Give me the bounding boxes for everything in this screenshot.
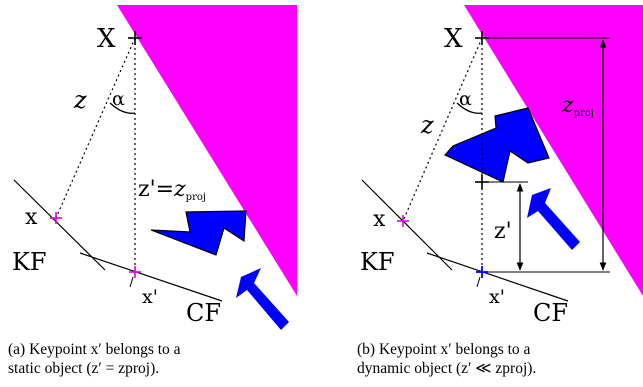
- keyframe-plane-a: [13, 179, 106, 271]
- static-object-a: [150, 210, 247, 256]
- label-x-a: x: [25, 205, 38, 230]
- object-point-marker-b: [475, 175, 489, 189]
- label-alpha-a: α: [112, 88, 125, 110]
- wall-a: [117, 5, 297, 296]
- label-zprime-equals-zproj-a: z'=zproj: [138, 177, 206, 203]
- motion-arrow-b: [527, 188, 580, 250]
- label-KF-a: KF: [12, 248, 47, 276]
- keypoint-xprime-marker-a: [129, 266, 141, 278]
- label-KF-b: KF: [360, 248, 395, 276]
- label-alpha-b: α: [459, 88, 472, 110]
- caption-a-line1: (a) Keypoint x′ belongs to a: [8, 341, 181, 358]
- label-xprime-b: x': [489, 286, 505, 308]
- xprime-tick-a: [129, 276, 134, 288]
- label-X-b: X: [444, 24, 463, 54]
- label-z-a: z: [73, 86, 87, 114]
- point-X-marker-a: [128, 31, 142, 45]
- caption-b-line1: (b) Keypoint x′ belongs to a: [357, 341, 531, 358]
- caption-a-line2: static object (z′ = zproj).: [8, 360, 160, 377]
- label-zprime-b: z': [494, 219, 512, 244]
- label-x-b: x: [373, 207, 386, 232]
- keypoint-x-marker-b: [397, 215, 409, 227]
- wall-b: [464, 5, 643, 296]
- current-frame-plane-b: [426, 252, 569, 302]
- keypoint-xprime-marker-b: [476, 266, 488, 278]
- angle-arc-b: [456, 102, 483, 114]
- ray-keyframe-b: [402, 37, 483, 222]
- label-CF-a: CF: [186, 299, 221, 327]
- point-X-marker-b: [475, 31, 489, 45]
- label-xprime-a: x': [142, 286, 158, 308]
- label-z-b: z: [420, 111, 434, 139]
- keyframe-plane-b: [361, 179, 453, 271]
- motion-arrow-a: [236, 268, 289, 330]
- label-X-a: X: [97, 24, 116, 54]
- figure: X z α z'=zproj x KF x' CF: [12, 5, 643, 330]
- caption-a: (a) Keypoint x′ belongs to a static obje…: [8, 340, 181, 378]
- panel-a: X z α z'=zproj x KF x' CF: [12, 5, 297, 330]
- keypoint-x-marker-a: [50, 212, 62, 224]
- current-frame-plane-a: [79, 252, 223, 302]
- caption-b: (b) Keypoint x′ belongs to a dynamic obj…: [357, 340, 536, 378]
- dynamic-object-b: [444, 107, 550, 183]
- caption-b-line2: dynamic object (z′ ≪ zproj).: [357, 360, 537, 377]
- xprime-tick-b: [476, 276, 481, 288]
- angle-arc-a: [109, 102, 136, 114]
- panel-b: X z α zproj z' x KF x' CF: [360, 5, 643, 327]
- ray-keyframe-a: [55, 37, 136, 219]
- label-zproj-b: zproj: [561, 93, 594, 119]
- label-CF-b: CF: [533, 299, 568, 327]
